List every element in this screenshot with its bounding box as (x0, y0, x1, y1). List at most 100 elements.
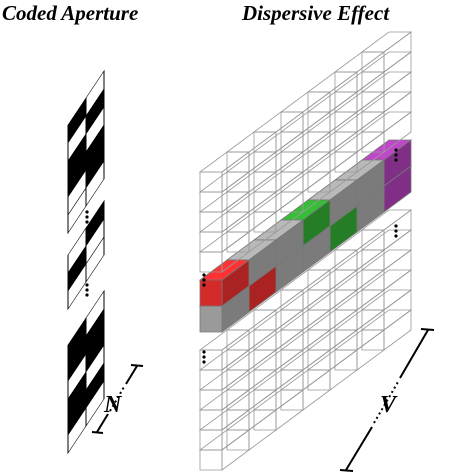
cube-front (334, 269, 358, 291)
cube-front (226, 369, 250, 391)
cube-top (225, 349, 278, 371)
cube-front (199, 231, 223, 253)
cube-front (280, 369, 304, 391)
mask-cell (85, 159, 105, 208)
cube-top (306, 131, 359, 153)
cube-front (307, 91, 331, 113)
cube-front (199, 449, 223, 471)
cube-top (252, 329, 305, 351)
cube-top (360, 31, 413, 53)
cube-front (280, 289, 304, 311)
cube-front (361, 91, 385, 113)
cube-front (334, 91, 358, 113)
cube-front (253, 369, 277, 391)
cube-front (226, 349, 250, 371)
cube-top (225, 329, 278, 351)
cube-top (198, 369, 251, 391)
cube-front (199, 409, 223, 431)
left-title: Coded Aperture (2, 1, 138, 25)
cube-front (199, 389, 223, 411)
cube-front (361, 309, 385, 331)
cube-top (306, 309, 359, 331)
coded-aperture (67, 69, 105, 455)
cube-top (333, 329, 386, 351)
cube-top (360, 111, 413, 133)
cube-front (361, 111, 385, 133)
mask (67, 199, 105, 311)
cube-front (199, 305, 223, 333)
cube-front (307, 309, 331, 331)
cube-top (252, 151, 305, 173)
cube-top (306, 91, 359, 113)
cube-top (198, 349, 251, 371)
cube-top (333, 269, 386, 291)
cube-front (226, 191, 250, 213)
cube-top (333, 309, 386, 331)
cube-front (334, 71, 358, 93)
cube-top (279, 111, 332, 133)
cube-top (279, 91, 332, 113)
mask-cell (85, 235, 105, 284)
cube-top (225, 191, 278, 213)
cube-top (225, 389, 278, 411)
mask (67, 289, 105, 455)
cube-front (334, 131, 358, 153)
cube-top (198, 429, 251, 451)
cube-top (306, 329, 359, 351)
cube-top (360, 51, 413, 73)
cube-front (334, 309, 358, 331)
cube-front (280, 151, 304, 173)
cube-top (252, 309, 305, 331)
cube-front (199, 279, 223, 307)
cube-top (360, 229, 413, 251)
cube-top (198, 211, 251, 233)
cube-top (360, 71, 413, 93)
cube-top (225, 131, 278, 153)
cube-front (253, 309, 277, 331)
right-title: Dispersive Effect (241, 1, 390, 25)
cube-top (198, 151, 251, 173)
cube-front (253, 171, 277, 193)
cube-top (360, 289, 413, 311)
cube-top (198, 171, 251, 193)
cube-top (252, 349, 305, 371)
cube-top (306, 269, 359, 291)
cube-front (253, 131, 277, 153)
dispersive-cube (198, 31, 413, 471)
cube-top (252, 389, 305, 411)
cube-top (333, 289, 386, 311)
cube-top (306, 111, 359, 133)
cube-front (334, 349, 358, 371)
cube-front (280, 329, 304, 351)
cube-front (361, 51, 385, 73)
cube-front (226, 151, 250, 173)
cube-top (333, 111, 386, 133)
cube-front (199, 349, 223, 371)
cube-top (198, 409, 251, 431)
cube-front (307, 289, 331, 311)
cube-front (307, 111, 331, 133)
cube-front (280, 131, 304, 153)
cube-top (252, 369, 305, 391)
cube-front (280, 309, 304, 331)
cube-top (279, 369, 332, 391)
cube-front (307, 131, 331, 153)
cube-front (199, 429, 223, 451)
cube-top (306, 289, 359, 311)
cube-front (253, 329, 277, 351)
cube-top (333, 51, 386, 73)
mask (67, 69, 105, 235)
n-scale (91, 364, 144, 434)
cube-front (199, 191, 223, 213)
cube-front (361, 329, 385, 351)
cube-front (307, 151, 331, 173)
cube-top (333, 71, 386, 93)
dots (85, 148, 398, 364)
cube-top (252, 111, 305, 133)
cube-top (252, 131, 305, 153)
cube-front (307, 269, 331, 291)
cube-top (252, 171, 305, 193)
cube-front (253, 191, 277, 213)
cube-top (333, 249, 386, 271)
